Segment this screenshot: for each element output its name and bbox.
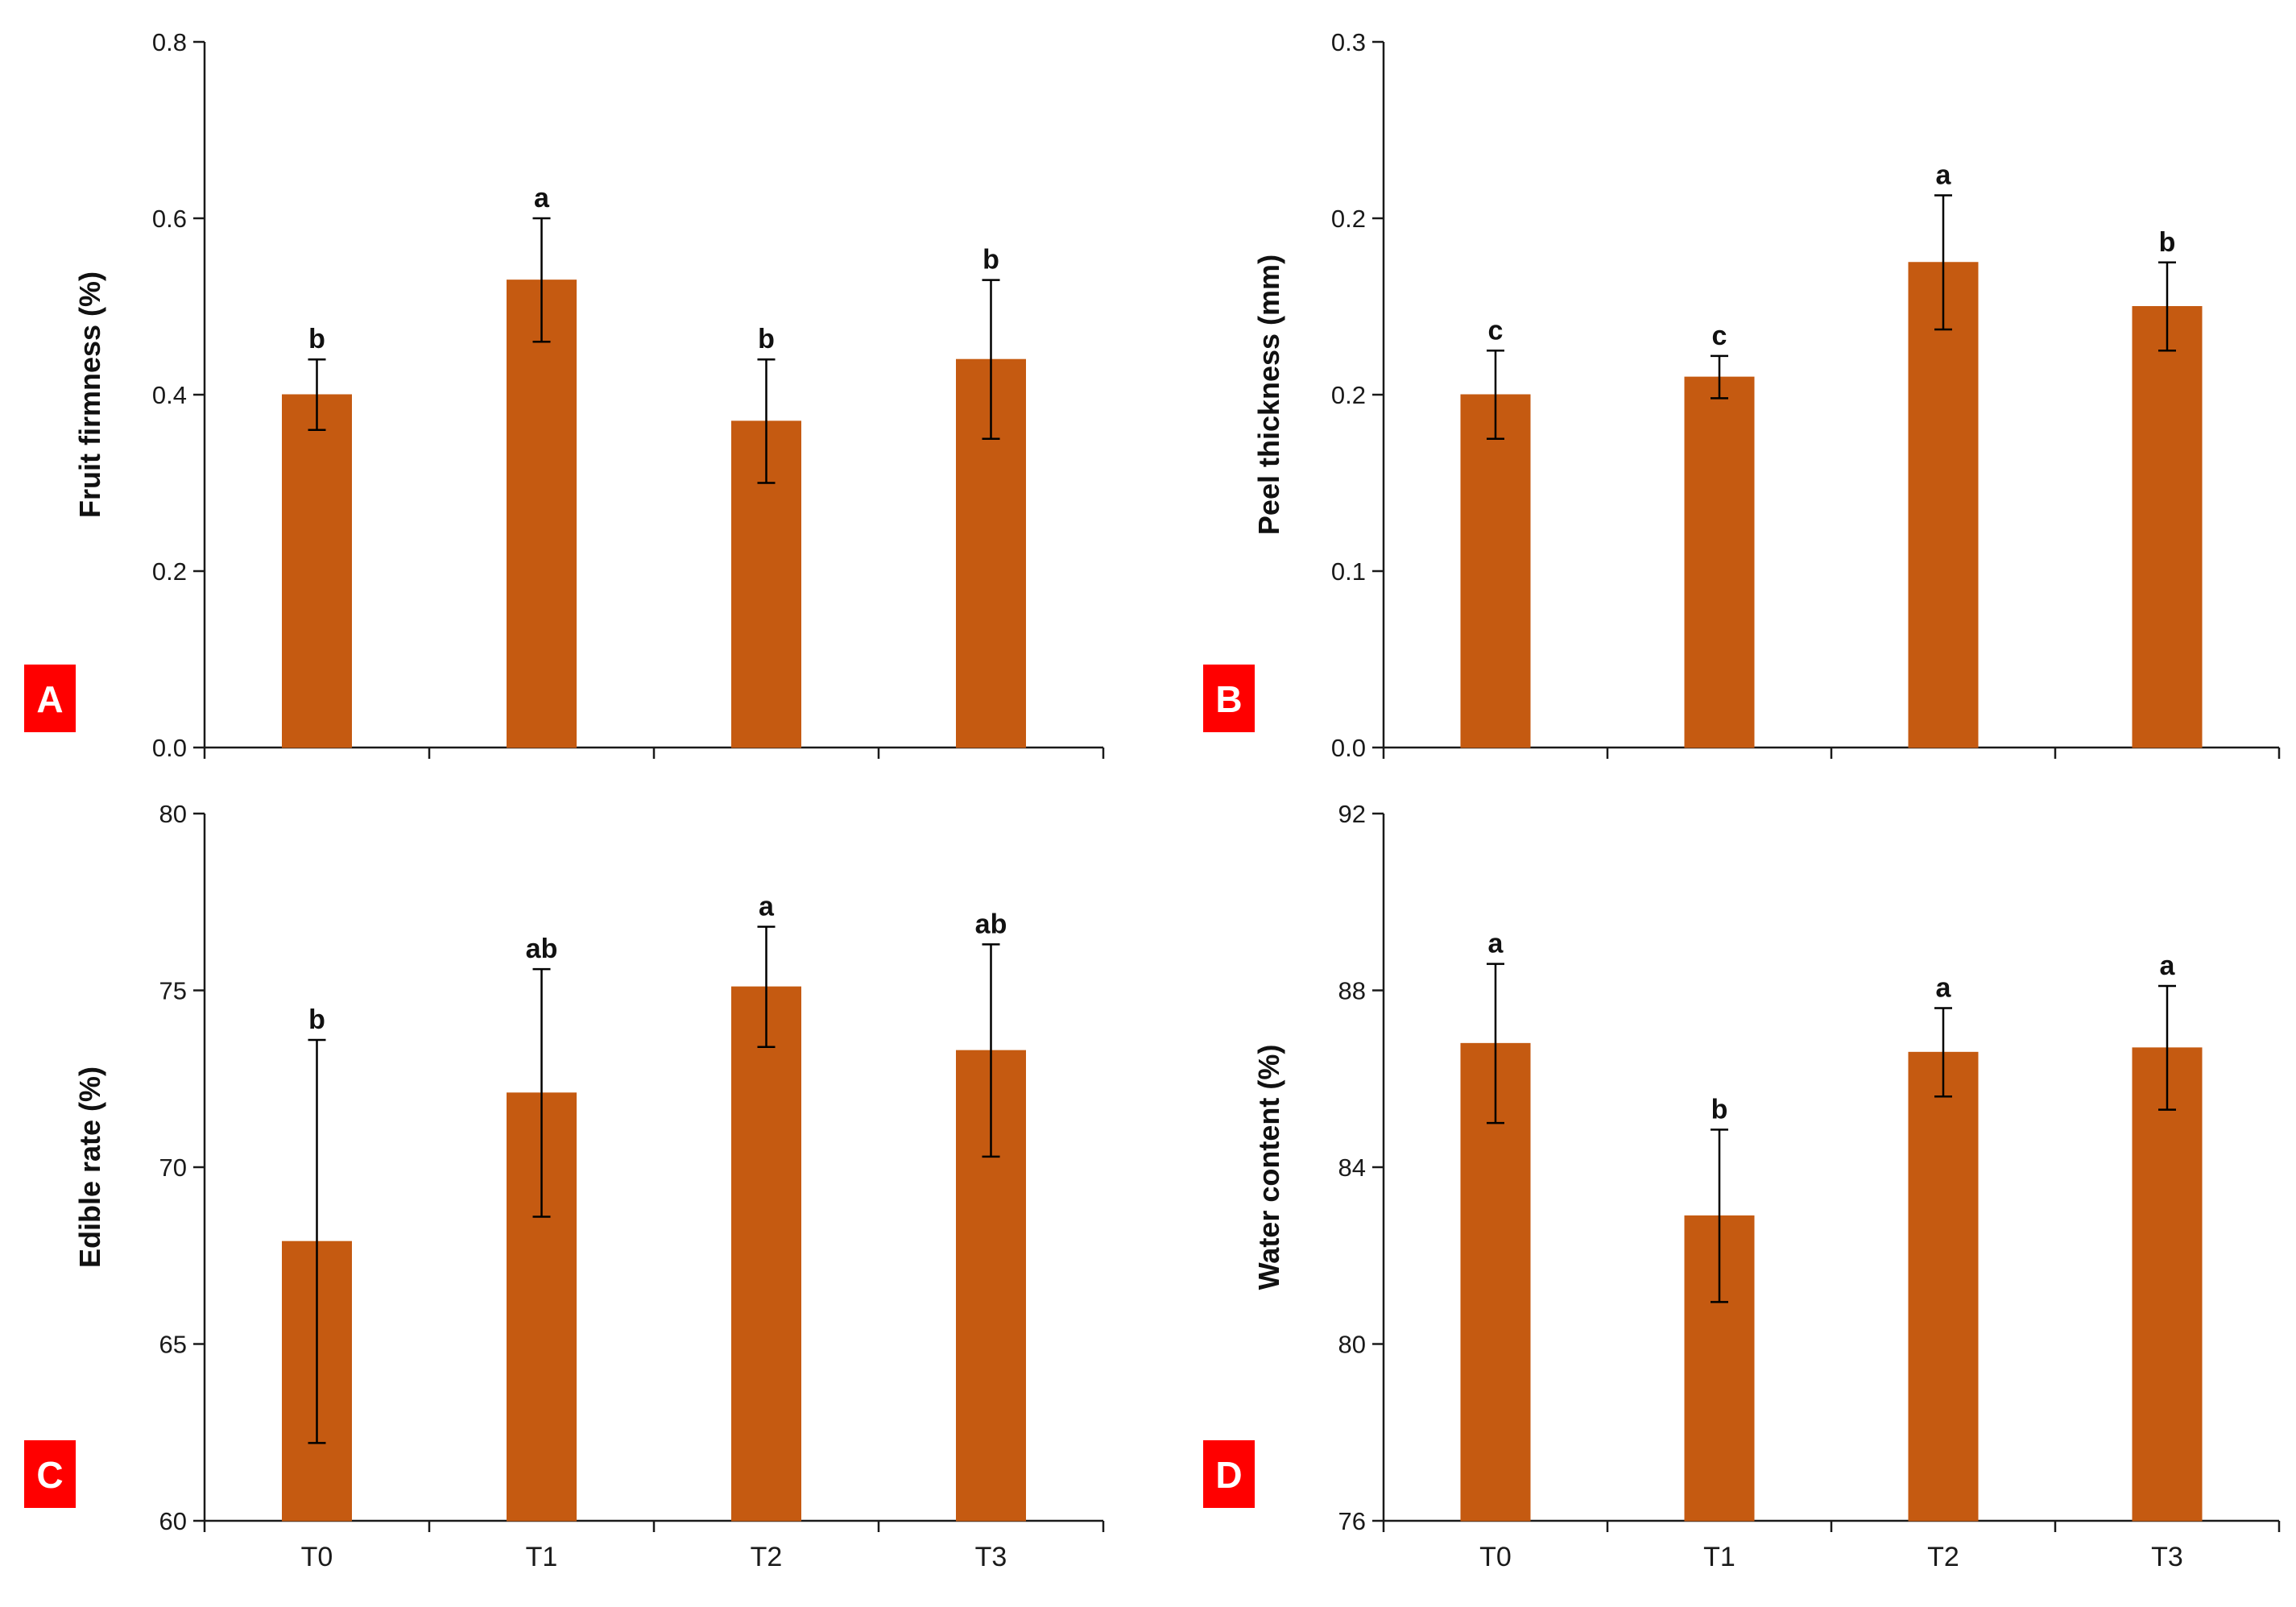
- y-tick-label: 88: [1338, 977, 1366, 1005]
- chart-panel-a: 0.0 0.2 0.4 0.6 0.8 Fruit firmness (%) b a b b A: [24, 28, 1105, 762]
- y-tick-label: 80: [159, 800, 187, 828]
- panel-label-badge: [1203, 1440, 1255, 1508]
- y-tick-label: 65: [159, 1331, 187, 1359]
- significance-label: c: [1712, 321, 1727, 351]
- x-tick-label: T1: [1703, 1542, 1735, 1572]
- significance-label: a: [534, 183, 550, 213]
- bar-t2: [1908, 262, 1979, 748]
- panel-label: A: [36, 678, 63, 720]
- bar-t0: [1460, 394, 1531, 748]
- x-tick-label: T2: [1927, 1542, 1959, 1572]
- y-tick-label: 0.0: [1331, 734, 1366, 762]
- panel-label: D: [1215, 1454, 1242, 1496]
- y-tick-label: 0.6: [152, 205, 187, 233]
- x-tick-label: T2: [751, 1542, 783, 1572]
- y-tick-label: 92: [1338, 800, 1366, 828]
- y-axis-label: Peel thickness (mm): [1252, 255, 1285, 535]
- chart-panel-c: 60 65 70 75 80 Edible rate (%) b T0 ab T1 a T2 ab T3 C: [24, 800, 1105, 1572]
- y-axis-label: Fruit firmness (%): [73, 271, 106, 518]
- panel-label-badge: [24, 665, 76, 732]
- significance-label: b: [308, 1004, 325, 1035]
- y-tick-label: 0.2: [152, 557, 187, 586]
- y-tick-label: 0.0: [152, 734, 187, 762]
- significance-label: ab: [526, 934, 558, 964]
- panel-label: C: [36, 1454, 63, 1496]
- bar-t0: [282, 394, 352, 748]
- significance-label: a: [759, 891, 775, 922]
- bar-t1: [1684, 376, 1755, 748]
- x-tick-label: T1: [526, 1542, 558, 1572]
- y-tick-label: 75: [159, 977, 187, 1005]
- x-tick-label: T0: [301, 1542, 333, 1572]
- panel-label-badge: [1203, 665, 1255, 732]
- panel-label-badge: [24, 1440, 76, 1508]
- y-tick-label: 84: [1338, 1153, 1366, 1182]
- y-tick-label: 0.1: [1331, 557, 1366, 586]
- chart-panel-d: 76 80 84 88 92 Water content (%) a T0 b T1 a T2 a T3 D: [1203, 800, 2281, 1572]
- bar-t2: [731, 986, 801, 1522]
- y-tick-label: 80: [1338, 1331, 1366, 1359]
- y-axis-label: Water content (%): [1252, 1045, 1285, 1290]
- significance-label: b: [308, 324, 325, 354]
- y-tick-label: 76: [1338, 1507, 1366, 1535]
- significance-label: a: [1488, 929, 1504, 959]
- significance-label: a: [1936, 972, 1952, 1003]
- bar-t2: [1908, 1051, 1979, 1522]
- y-tick-label: 60: [159, 1507, 187, 1535]
- x-tick-label: T3: [975, 1542, 1007, 1572]
- y-tick-label: 0.2: [1331, 381, 1366, 409]
- significance-label: ab: [975, 909, 1007, 939]
- y-tick-label: 0.2: [1331, 205, 1366, 233]
- bar-t1: [507, 280, 577, 748]
- y-axis-label: Edible rate (%): [73, 1067, 106, 1268]
- significance-label: c: [1488, 315, 1504, 346]
- y-tick-label: 70: [159, 1153, 187, 1182]
- y-tick-label: 0.3: [1331, 28, 1366, 56]
- bar-t3: [2132, 306, 2203, 748]
- significance-label: b: [2159, 227, 2176, 258]
- y-tick-label: 0.8: [152, 28, 187, 56]
- significance-label: a: [1936, 160, 1952, 191]
- x-tick-label: T3: [2151, 1542, 2183, 1572]
- bar-t3: [2132, 1047, 2203, 1522]
- y-tick-label: 0.4: [152, 381, 187, 409]
- chart-panel-b: 0.0 0.1 0.2 0.2 0.3 Peel thickness (mm) c c a b B: [1203, 28, 2281, 762]
- significance-label: a: [2160, 951, 2176, 981]
- significance-label: b: [758, 324, 775, 354]
- x-tick-label: T0: [1479, 1542, 1512, 1572]
- significance-label: b: [983, 245, 999, 275]
- panel-label: B: [1215, 678, 1242, 720]
- significance-label: b: [1711, 1094, 1728, 1124]
